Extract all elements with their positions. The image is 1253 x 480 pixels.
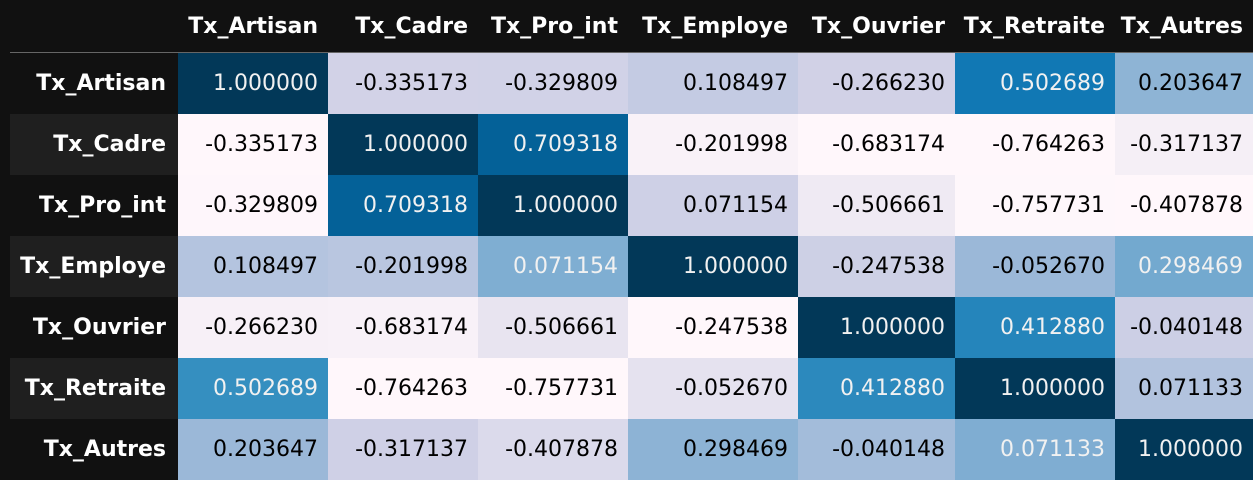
heatmap-cell: 0.071133 (1115, 358, 1253, 419)
row-header: Tx_Artisan (10, 52, 178, 114)
heatmap-cell: -0.329809 (178, 175, 328, 236)
heatmap-cell: -0.040148 (1115, 297, 1253, 358)
column-header: Tx_Employe (628, 0, 798, 53)
heatmap-cell: -0.052670 (955, 236, 1115, 297)
table-row: Tx_Retraite 0.502689 -0.764263 -0.757731 -0.… (10, 358, 1253, 419)
row-header: Tx_Autres (10, 419, 178, 480)
heatmap-cell: 0.502689 (178, 358, 328, 419)
heatmap-cell: -0.764263 (955, 114, 1115, 175)
row-header: Tx_Retraite (10, 358, 178, 419)
heatmap-cell: -0.247538 (628, 297, 798, 358)
heatmap-cell: -0.329809 (478, 52, 628, 114)
heatmap-cell: -0.757731 (478, 358, 628, 419)
heatmap-cell: -0.317137 (1115, 114, 1253, 175)
column-header: Tx_Ouvrier (798, 0, 955, 53)
heatmap-cell: 0.412880 (798, 358, 955, 419)
heatmap-cell: 0.071154 (628, 175, 798, 236)
heatmap-cell: 0.412880 (955, 297, 1115, 358)
heatmap-cell: -0.266230 (798, 52, 955, 114)
heatmap-cell: -0.506661 (478, 297, 628, 358)
heatmap-cell: -0.757731 (955, 175, 1115, 236)
heatmap-cell: -0.266230 (178, 297, 328, 358)
heatmap-cell: -0.506661 (798, 175, 955, 236)
heatmap-cell: -0.317137 (328, 419, 478, 480)
heatmap-cell: -0.683174 (798, 114, 955, 175)
table-row: Tx_Cadre -0.335173 1.000000 0.709318 -0.2019… (10, 114, 1253, 175)
heatmap-cell: -0.407878 (478, 419, 628, 480)
heatmap-cell: 1.000000 (478, 175, 628, 236)
table-row: Tx_Pro_int -0.329809 0.709318 1.000000 0.071… (10, 175, 1253, 236)
heatmap-cell: 1.000000 (1115, 419, 1253, 480)
heatmap-cell: 1.000000 (178, 52, 328, 114)
heatmap-cell: -0.335173 (178, 114, 328, 175)
heatmap-cell: -0.052670 (628, 358, 798, 419)
column-header: Tx_Pro_int (478, 0, 628, 53)
heatmap-cell: 0.071154 (478, 236, 628, 297)
heatmap-cell: -0.247538 (798, 236, 955, 297)
heatmap-cell: 1.000000 (955, 358, 1115, 419)
heatmap-cell: 0.502689 (955, 52, 1115, 114)
heatmap-cell: 0.298469 (628, 419, 798, 480)
heatmap-cell: -0.407878 (1115, 175, 1253, 236)
heatmap-cell: -0.201998 (328, 236, 478, 297)
heatmap-cell: 1.000000 (798, 297, 955, 358)
heatmap-cell: 0.203647 (1115, 52, 1253, 114)
row-header: Tx_Employe (10, 236, 178, 297)
heatmap-cell: 0.298469 (1115, 236, 1253, 297)
heatmap-cell: 1.000000 (328, 114, 478, 175)
correlation-table: Tx_Artisan Tx_Cadre Tx_Pro_int Tx_Employ… (10, 0, 1253, 480)
column-header: Tx_Retraite (955, 0, 1115, 53)
heatmap-cell: 0.071133 (955, 419, 1115, 480)
row-header: Tx_Cadre (10, 114, 178, 175)
table-row: Tx_Artisan 1.000000 -0.335173 -0.329809 0.10… (10, 52, 1253, 114)
header-row: Tx_Artisan Tx_Cadre Tx_Pro_int Tx_Employ… (10, 0, 1253, 53)
heatmap-cell: -0.683174 (328, 297, 478, 358)
table-row: Tx_Employe 0.108497 -0.201998 0.071154 1.000… (10, 236, 1253, 297)
table-row: Tx_Autres 0.203647 -0.317137 -0.407878 0.298… (10, 419, 1253, 480)
heatmap-cell: -0.335173 (328, 52, 478, 114)
table-row: Tx_Ouvrier -0.266230 -0.683174 -0.506661 -0.… (10, 297, 1253, 358)
corner-cell (10, 0, 178, 53)
heatmap-cell: 0.709318 (478, 114, 628, 175)
column-header: Tx_Autres (1115, 0, 1253, 53)
heatmap-cell: -0.040148 (798, 419, 955, 480)
heatmap-cell: 0.203647 (178, 419, 328, 480)
heatmap-cell: -0.201998 (628, 114, 798, 175)
heatmap-cell: -0.764263 (328, 358, 478, 419)
column-header: Tx_Cadre (328, 0, 478, 53)
heatmap-cell: 1.000000 (628, 236, 798, 297)
heatmap-cell: 0.108497 (628, 52, 798, 114)
heatmap-cell: 0.709318 (328, 175, 478, 236)
heatmap-cell: 0.108497 (178, 236, 328, 297)
table-body: Tx_Artisan 1.000000 -0.335173 -0.329809 0.10… (10, 52, 1253, 480)
column-header: Tx_Artisan (178, 0, 328, 53)
row-header: Tx_Pro_int (10, 175, 178, 236)
row-header: Tx_Ouvrier (10, 297, 178, 358)
